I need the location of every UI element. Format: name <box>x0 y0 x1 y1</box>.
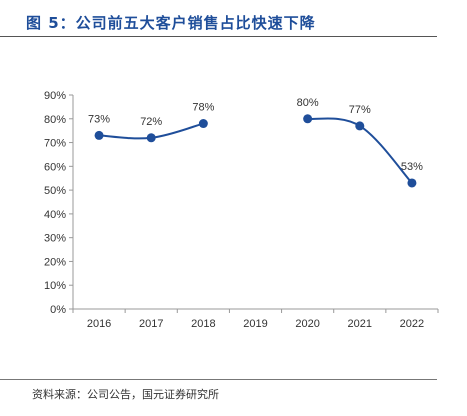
x-tick-label: 2019 <box>243 318 267 330</box>
y-tick-label: 10% <box>44 280 66 292</box>
x-tick-label: 2016 <box>87 318 111 330</box>
x-tick-label: 2018 <box>191 318 215 330</box>
figure-title: 图 5：公司前五大客户销售占比快速下降 <box>26 14 316 32</box>
x-tick-label: 2022 <box>400 318 424 330</box>
data-labels: 73% 72% 78% 80% 77% 53% <box>88 97 423 173</box>
data-point <box>407 178 417 188</box>
data-label: 80% <box>297 97 319 109</box>
series-points <box>94 114 417 188</box>
x-tick-label: 2020 <box>295 318 319 330</box>
data-label: 73% <box>88 113 110 125</box>
source-note: 资料来源：公司公告，国元证券研究所 <box>32 388 219 401</box>
data-label: 53% <box>401 161 423 173</box>
data-point <box>198 119 208 129</box>
data-label: 72% <box>140 116 162 128</box>
y-tick-label: 30% <box>44 233 66 245</box>
data-point <box>94 130 104 140</box>
data-label: 77% <box>349 104 371 116</box>
y-tick-label: 40% <box>44 209 66 221</box>
y-tick-label: 0% <box>50 304 66 316</box>
x-tick-label: 2021 <box>348 318 372 330</box>
bottom-rule <box>0 379 437 380</box>
y-tick-label: 70% <box>44 138 66 150</box>
series-lines <box>99 117 413 184</box>
y-axis: 0% 10% 20% 30% 40% 50% 60% 70% 80% 90% <box>44 90 74 316</box>
y-tick-label: 90% <box>44 90 66 102</box>
x-axis: 2016 2017 2018 2019 2020 2021 2022 <box>72 308 439 330</box>
data-point <box>355 121 365 131</box>
y-tick-label: 60% <box>44 161 66 173</box>
x-tick-label: 2017 <box>139 318 163 330</box>
data-point <box>303 114 313 124</box>
data-point <box>146 133 156 143</box>
y-tick-label: 20% <box>44 256 66 268</box>
y-tick-label: 50% <box>44 185 66 197</box>
data-label: 78% <box>192 102 214 114</box>
y-tick-label: 80% <box>44 114 66 126</box>
top-rule <box>0 36 437 37</box>
